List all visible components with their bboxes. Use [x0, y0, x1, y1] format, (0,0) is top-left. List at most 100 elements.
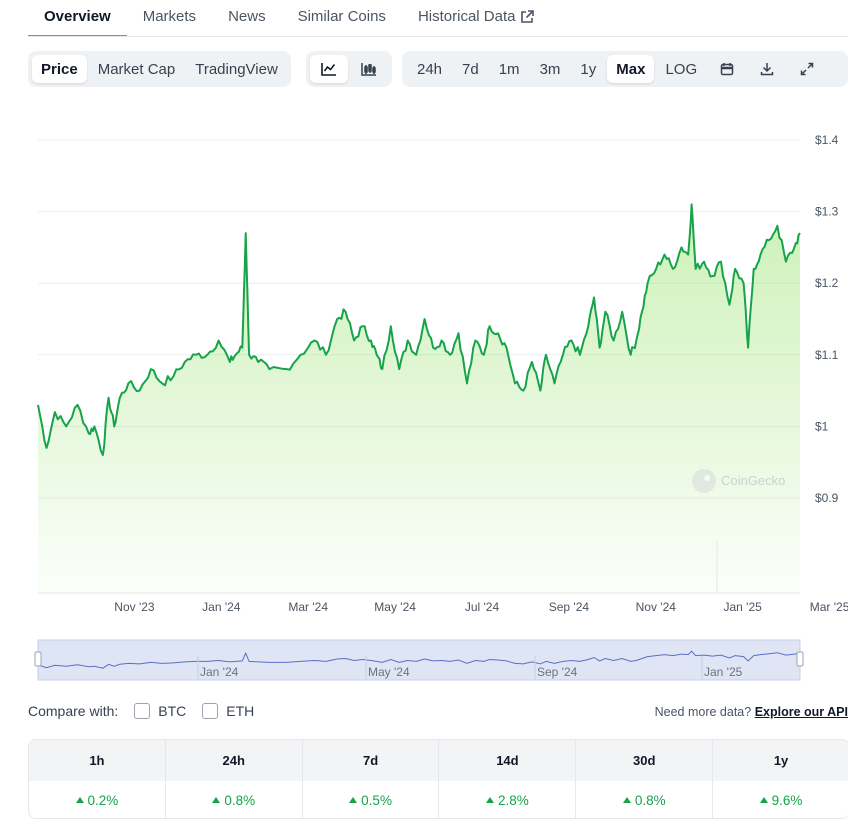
change-1h: 0.2%: [29, 781, 166, 818]
up-arrow-icon: [622, 797, 631, 803]
x-tick-label: Nov '23: [114, 600, 155, 614]
candlestick-chart-button[interactable]: [350, 55, 388, 83]
period-30d: 30d: [576, 740, 714, 781]
tab-news[interactable]: News: [212, 8, 282, 37]
navigator-line: [37, 650, 801, 669]
y-tick-label: $1.1: [815, 348, 839, 362]
y-tick-label: $0.9: [815, 491, 839, 505]
period-14d: 14d: [439, 740, 577, 781]
period-1y: 1y: [773, 753, 789, 768]
chart-type-selector: Price Market Cap TradingView: [28, 51, 291, 87]
change-value: 0.5%: [361, 793, 392, 808]
range-1y-button[interactable]: 1y: [580, 60, 597, 78]
tab-label: Historical Data: [417, 8, 516, 25]
range-3m-button[interactable]: 3m: [539, 60, 561, 78]
y-tick-label: $1: [815, 419, 829, 433]
price-area: [38, 204, 800, 593]
navigator-tick-label: Jan '24: [200, 665, 239, 679]
date-picker-button[interactable]: [708, 55, 746, 83]
line-chart-button[interactable]: [310, 55, 348, 83]
up-arrow-icon: [75, 797, 84, 803]
up-arrow-icon: [759, 797, 768, 803]
navigator-handle-right[interactable]: [796, 651, 804, 667]
x-tick-label: May '24: [374, 600, 416, 614]
change-1y: 9.6%: [713, 781, 848, 818]
period-7d: 7d: [303, 740, 440, 781]
tab-bar: Overview Markets News Similar Coins Hist…: [28, 0, 550, 37]
change-value: 0.8%: [224, 793, 256, 808]
change-value: 0.8%: [634, 793, 666, 808]
x-tick-label: Jan '25: [724, 600, 763, 614]
tab-label: News: [228, 8, 266, 25]
period-24h: 24h: [166, 740, 303, 781]
coingecko-watermark: CoinGecko: [692, 469, 785, 493]
fullscreen-button[interactable]: [788, 55, 826, 83]
market-cap-button[interactable]: Market Cap: [97, 60, 176, 78]
tab-label: Overview: [44, 8, 111, 25]
tab-historical-data[interactable]: Historical Data: [402, 8, 551, 37]
y-tick-label: $1.3: [815, 205, 839, 219]
change-value: 2.8%: [498, 793, 529, 808]
range-7d-button[interactable]: 7d: [462, 60, 479, 78]
tab-markets[interactable]: Markets: [127, 8, 212, 37]
tabs-divider: [28, 36, 848, 37]
x-tick-label: Nov '24: [636, 600, 677, 614]
external-link-icon: [521, 9, 535, 23]
explore-api-link[interactable]: Explore our API: [754, 705, 848, 719]
x-tick-label: Sep '24: [549, 600, 590, 614]
tab-similar-coins[interactable]: Similar Coins: [282, 8, 402, 37]
expand-icon: [800, 62, 814, 76]
range-selector: 24h 7d 1m 3m 1y Max LOG: [402, 51, 848, 87]
up-arrow-icon: [486, 797, 494, 803]
btc-checkbox[interactable]: [134, 703, 151, 719]
up-arrow-icon: [212, 797, 221, 803]
price-change-table: 1h 24h 7d 14d 30d 1y 0.2% 0.8% 0.5% 2.8%…: [28, 739, 848, 819]
range-navigator[interactable]: Jan '24 May '24 Sep '24 Jan '25: [0, 636, 848, 684]
line-chart-icon: [321, 63, 336, 76]
price-change-header: 1h 24h 7d 14d 30d 1y: [29, 740, 848, 781]
compare-label: Compare with:: [28, 703, 119, 719]
navigator-tick-label: Sep '24: [537, 665, 578, 679]
calendar-icon: [720, 63, 734, 76]
x-tick-label: Mar '24: [288, 600, 328, 614]
tab-label: Similar Coins: [297, 8, 386, 25]
eth-checkbox[interactable]: [202, 703, 219, 719]
range-1m-button[interactable]: 1m: [498, 60, 520, 78]
api-promo-text: Need more data?: [654, 705, 752, 719]
tab-overview[interactable]: Overview: [28, 8, 127, 37]
change-value: 9.6%: [771, 793, 803, 808]
chart-style-selector: [306, 51, 392, 87]
navigator-tick-label: May '24: [368, 665, 410, 679]
btc-label[interactable]: BTC: [158, 703, 187, 719]
log-scale-button[interactable]: LOG: [665, 60, 698, 78]
range-max-button[interactable]: Max: [607, 55, 655, 83]
x-tick-label: Mar '25: [810, 600, 848, 614]
change-30d: 0.8%: [576, 781, 714, 818]
up-arrow-icon: [349, 797, 358, 803]
download-button[interactable]: [748, 55, 786, 83]
y-tick-label: $1.4: [815, 133, 839, 147]
x-tick-label: Jan '24: [202, 600, 241, 614]
price-chart[interactable]: $1.4 $1.3 $1.2 $1.1 $1 $0.9 Nov '23 Jan '24 Mar…: [0, 95, 848, 625]
download-icon: [760, 63, 774, 76]
navigator-selection[interactable]: [37, 639, 801, 681]
period-1h: 1h: [29, 740, 166, 781]
compare-section: Compare with: BTC ETH: [28, 703, 254, 719]
watermark-text: CoinGecko: [721, 473, 785, 488]
range-24h-button[interactable]: 24h: [417, 60, 443, 78]
change-24h: 0.8%: [166, 781, 303, 818]
price-button[interactable]: Price: [32, 55, 87, 83]
navigator-handle-left[interactable]: [34, 651, 42, 667]
tradingview-button[interactable]: TradingView: [195, 60, 278, 78]
navigator-tick-label: Jan '25: [704, 665, 743, 679]
candlestick-chart-icon: [361, 63, 376, 76]
tab-label: Markets: [142, 8, 197, 25]
eth-label[interactable]: ETH: [226, 703, 255, 719]
change-14d: 2.8%: [439, 781, 577, 818]
change-7d: 0.5%: [303, 781, 440, 818]
price-line: [37, 203, 801, 456]
x-tick-label: Jul '24: [465, 600, 500, 614]
y-tick-label: $1.2: [815, 276, 839, 290]
change-value: 0.2%: [87, 793, 119, 808]
price-change-row: 0.2% 0.8% 0.5% 2.8% 0.8% 9.6%: [29, 781, 848, 818]
